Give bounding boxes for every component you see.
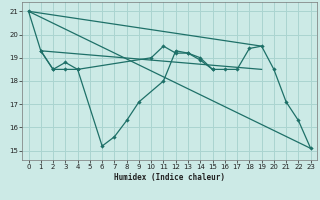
- X-axis label: Humidex (Indice chaleur): Humidex (Indice chaleur): [114, 173, 225, 182]
